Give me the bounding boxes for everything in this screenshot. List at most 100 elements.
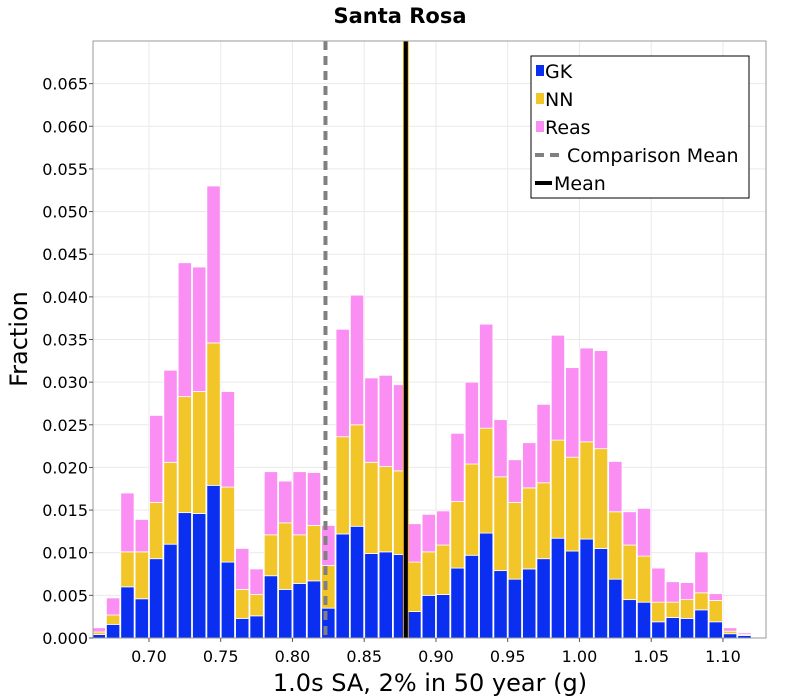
bar-reas-15 xyxy=(306,472,322,526)
bar-nn-25 xyxy=(450,501,465,569)
bar-nn-18 xyxy=(349,424,365,527)
mean-lines xyxy=(323,41,409,638)
legend-frame xyxy=(530,55,750,199)
bar-gk-9 xyxy=(220,561,235,639)
bar-reas-7 xyxy=(192,266,207,392)
bar-reas-31 xyxy=(536,403,551,484)
bar-gk-44 xyxy=(723,633,738,639)
y-tick-label: 0.010 xyxy=(42,544,88,563)
y-tick-label: 0.025 xyxy=(42,416,88,435)
bar-nn-24 xyxy=(436,544,451,595)
bar-gk-24 xyxy=(436,594,451,639)
x-axis-ticks: 0.70 0.75 0.80 0.85 0.90 0.95 1.00 1.05 1.10 xyxy=(131,638,741,666)
bar-reas-26 xyxy=(464,381,479,465)
bar-reas-43 xyxy=(708,593,723,601)
bar-gk-33 xyxy=(565,550,580,639)
bar-gk-12 xyxy=(263,575,279,639)
chart-title: Santa Rosa xyxy=(333,4,466,28)
legend-label-gk: GK xyxy=(545,61,573,83)
bar-reas-22 xyxy=(407,523,422,563)
bar-gk-40 xyxy=(665,617,680,639)
x-tick-label: 0.90 xyxy=(418,647,454,666)
bar-gk-41 xyxy=(680,617,695,639)
y-tick-label: 0.065 xyxy=(42,75,88,94)
bar-nn-10 xyxy=(235,588,250,619)
legend-label-mean: Mean xyxy=(554,173,606,195)
bar-gk-35 xyxy=(593,548,609,639)
bar-reas-14 xyxy=(292,471,307,536)
bar-gk-31 xyxy=(536,558,551,639)
bar-reas-5 xyxy=(163,369,178,463)
bar-nn-23 xyxy=(421,551,436,596)
y-tick-label: 0.050 xyxy=(42,203,88,222)
bar-nn-9 xyxy=(220,486,235,563)
bar-reas-27 xyxy=(479,323,494,429)
bar-gk-2 xyxy=(120,586,135,639)
bar-gk-23 xyxy=(421,594,436,639)
bar-nn-13 xyxy=(278,522,293,590)
bar-nn-14 xyxy=(292,534,307,584)
bar-gk-43 xyxy=(708,621,723,639)
x-tick-label: 1.10 xyxy=(705,647,741,666)
y-tick-label: 0.015 xyxy=(42,501,88,520)
bar-nn-20 xyxy=(378,466,393,553)
bar-gk-20 xyxy=(378,551,393,639)
bar-nn-12 xyxy=(263,534,279,577)
legend-label-reas: Reas xyxy=(545,117,591,139)
bar-nn-32 xyxy=(550,439,566,539)
bar-gk-7 xyxy=(192,513,207,639)
y-tick-label: 0.045 xyxy=(42,245,88,264)
bar-gk-28 xyxy=(493,570,508,639)
bar-gk-25 xyxy=(450,567,465,639)
bar-gk-29 xyxy=(507,578,522,639)
legend-swatch-gk xyxy=(536,65,544,76)
bar-nn-2 xyxy=(120,551,135,588)
y-axis-label: Fraction xyxy=(5,291,33,387)
bar-gk-5 xyxy=(163,543,178,639)
bar-reas-19 xyxy=(364,377,379,463)
bar-nn-19 xyxy=(364,461,379,554)
bar-reas-24 xyxy=(436,510,451,546)
bar-gk-3 xyxy=(134,598,149,639)
bar-gk-39 xyxy=(651,621,666,639)
x-tick-label: 0.95 xyxy=(490,647,526,666)
bar-reas-13 xyxy=(278,480,293,524)
bar-gk-32 xyxy=(550,537,566,639)
x-axis-label: 1.0s SA, 2% in 50 year (g) xyxy=(273,669,587,697)
bar-reas-36 xyxy=(608,461,623,513)
bar-nn-35 xyxy=(593,448,609,549)
bar-gk-15 xyxy=(306,580,322,639)
bar-nn-27 xyxy=(479,427,494,534)
y-tick-label: 0.060 xyxy=(42,117,88,136)
bar-nn-43 xyxy=(708,600,723,623)
bar-reas-29 xyxy=(507,459,522,503)
bar-nn-40 xyxy=(665,601,680,618)
legend-swatch-reas xyxy=(536,121,544,132)
bar-reas-18 xyxy=(349,294,365,426)
y-tick-label: 0.000 xyxy=(42,629,88,648)
bar-nn-1 xyxy=(106,614,121,625)
bar-reas-40 xyxy=(665,581,680,603)
bar-nn-41 xyxy=(680,599,695,619)
bar-nn-34 xyxy=(579,441,594,540)
bar-reas-4 xyxy=(149,415,164,503)
bar-gk-6 xyxy=(177,512,192,639)
bar-reas-25 xyxy=(450,432,465,502)
bar-reas-17 xyxy=(335,328,350,438)
y-tick-label: 0.020 xyxy=(42,458,88,477)
bar-reas-33 xyxy=(565,367,580,458)
bar-gk-27 xyxy=(479,532,494,639)
bar-nn-3 xyxy=(134,551,149,600)
bar-gk-0 xyxy=(91,634,106,639)
bar-reas-10 xyxy=(235,548,250,590)
bar-gk-11 xyxy=(249,615,264,639)
bar-nn-33 xyxy=(565,456,580,552)
bar-reas-38 xyxy=(636,507,652,557)
bar-reas-11 xyxy=(249,568,264,595)
bar-nn-26 xyxy=(464,463,479,556)
bar-nn-11 xyxy=(249,594,264,617)
x-tick-label: 1.00 xyxy=(562,647,598,666)
legend-label-comparison-mean: Comparison Mean xyxy=(567,145,739,167)
bar-nn-17 xyxy=(335,436,350,535)
